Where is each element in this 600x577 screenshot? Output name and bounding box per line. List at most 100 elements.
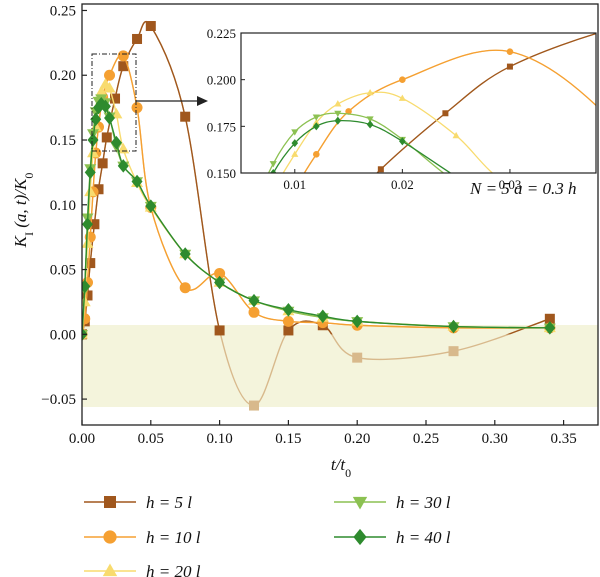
inset-point-diamond bbox=[227, 290, 234, 298]
main-point-diamond bbox=[179, 247, 191, 261]
main-point-diamond bbox=[90, 112, 102, 127]
main-point-diamond bbox=[82, 217, 94, 231]
main-point-square bbox=[544, 313, 555, 324]
main-point-diamond bbox=[131, 174, 143, 189]
inset-point-triangle-up bbox=[452, 131, 460, 139]
inset-frame bbox=[240, 32, 597, 174]
inset-series-h-30-l bbox=[184, 110, 445, 456]
inset-series-h-40-l bbox=[227, 116, 457, 298]
main-point-circle bbox=[131, 102, 143, 114]
main-point-triangle-up bbox=[103, 81, 116, 93]
main-point-circle bbox=[179, 282, 191, 294]
x-tick-label: 0.05 bbox=[138, 431, 164, 447]
inset-point-diamond bbox=[334, 116, 342, 125]
inset-point-circle bbox=[506, 48, 514, 55]
main-point-square bbox=[110, 93, 121, 104]
main-point-triangle-up bbox=[87, 146, 100, 158]
legend-item-h-10-l: h = 10 l bbox=[84, 528, 201, 547]
legend-item-h-30-l: h = 30 l bbox=[334, 493, 451, 512]
inset-point-square bbox=[184, 450, 190, 456]
main-point-square bbox=[145, 21, 156, 32]
main-point-diamond bbox=[214, 275, 226, 290]
legend-label: h = 10 l bbox=[146, 528, 201, 547]
parameter-annotation: N = 5 a = 0.3 h bbox=[469, 179, 577, 198]
x-tick-label: 0.20 bbox=[344, 431, 370, 447]
main-point-square bbox=[352, 352, 363, 363]
main-point-diamond bbox=[351, 314, 363, 329]
legend-item-h-20-l: h = 20 l bbox=[84, 562, 201, 577]
negative-region-shading bbox=[82, 325, 598, 407]
inset-series-h-5-l bbox=[184, 33, 596, 456]
inset-point-circle bbox=[399, 76, 406, 83]
main-plot-frame bbox=[81, 3, 599, 426]
inset-point-diamond bbox=[269, 168, 277, 173]
legend-item-h-5-l: h = 5 l bbox=[84, 493, 192, 512]
main-point-diamond bbox=[110, 135, 122, 150]
inset-point-triangle-down bbox=[248, 212, 255, 218]
inset-point-triangle-up bbox=[184, 449, 191, 455]
legend-marker-circle bbox=[103, 530, 117, 544]
inset-point-circle bbox=[345, 108, 352, 115]
main-point-diamond bbox=[317, 309, 329, 323]
inset-series-h-10-l bbox=[184, 48, 596, 457]
main-point-diamond bbox=[99, 99, 111, 114]
y-tick-label: 0.10 bbox=[50, 198, 76, 214]
inset-point-triangle-down bbox=[312, 114, 320, 121]
x-tick-label: 0.00 bbox=[69, 431, 95, 447]
main-point-diamond bbox=[448, 319, 460, 334]
inset-y-tick-label: 0.150 bbox=[207, 166, 236, 181]
inset-point-triangle-up bbox=[334, 100, 342, 107]
inset-point-square bbox=[281, 291, 287, 297]
main-point-circle bbox=[104, 69, 116, 81]
inset-x-tick-label: 0.01 bbox=[283, 177, 306, 192]
main-point-triangle-up bbox=[82, 237, 94, 248]
legend-marker-triangle-down bbox=[352, 496, 368, 510]
inset-point-diamond bbox=[248, 216, 255, 224]
main-point-square bbox=[249, 400, 259, 411]
main-axis-ticks: 0.00 0.05 0.10 0.15 0.20 0.25 0.30 0.35 −0.05 0.0… bbox=[41, 3, 576, 447]
main-point-circle bbox=[82, 313, 91, 325]
main-point-square bbox=[93, 184, 104, 195]
legend-label: h = 30 l bbox=[396, 493, 451, 512]
main-point-square bbox=[101, 132, 112, 143]
main-series-h-40-l bbox=[82, 96, 556, 342]
main-point-diamond bbox=[145, 199, 157, 213]
inset-point-square bbox=[506, 63, 513, 70]
inset-x-tick-label: 0.03 bbox=[499, 177, 522, 192]
inset-background bbox=[241, 33, 596, 173]
x-tick-label: 0.10 bbox=[206, 431, 232, 447]
main-point-circle bbox=[282, 315, 294, 327]
inset-point-square bbox=[313, 241, 319, 247]
legend-marker-diamond bbox=[353, 528, 367, 546]
x-tick-label: 0.25 bbox=[413, 431, 439, 447]
inset-y-tick-label: 0.175 bbox=[207, 119, 236, 134]
x-tick-label: 0.30 bbox=[482, 431, 508, 447]
inset-y-tick-label: 0.225 bbox=[207, 26, 236, 41]
inset-series-h-20-l bbox=[184, 88, 494, 455]
y-tick-label: 0.00 bbox=[50, 327, 76, 343]
y-tick-label: 0.15 bbox=[50, 133, 76, 149]
main-point-square bbox=[82, 290, 93, 301]
legend-label: h = 5 l bbox=[146, 493, 192, 512]
zoom-selection-box bbox=[91, 53, 137, 152]
main-point-diamond bbox=[248, 293, 260, 308]
zoom-arrow-head bbox=[197, 96, 208, 106]
inset-point-square bbox=[442, 110, 449, 117]
inset-point-triangle-up bbox=[398, 94, 406, 101]
inset-point-circle bbox=[184, 450, 191, 457]
inset-line bbox=[267, 112, 445, 173]
inset-point-triangle-up bbox=[366, 88, 374, 96]
inset-axis-ticks: 0.01 0.02 0.03 0.150 0.175 0.200 0.225 bbox=[207, 26, 522, 192]
main-point-diamond bbox=[87, 133, 99, 147]
inset-point-triangle-down bbox=[184, 450, 191, 456]
inset-point-triangle-up bbox=[291, 150, 299, 157]
x-tick-label: 0.15 bbox=[275, 431, 301, 447]
main-point-triangle-up bbox=[84, 185, 97, 197]
main-point-square bbox=[89, 219, 100, 230]
main-plot-series bbox=[82, 20, 556, 411]
main-point-square bbox=[97, 158, 108, 169]
inset-point-triangle-up bbox=[270, 188, 277, 194]
main-point-circle bbox=[248, 306, 260, 318]
main-point-square bbox=[180, 111, 191, 122]
